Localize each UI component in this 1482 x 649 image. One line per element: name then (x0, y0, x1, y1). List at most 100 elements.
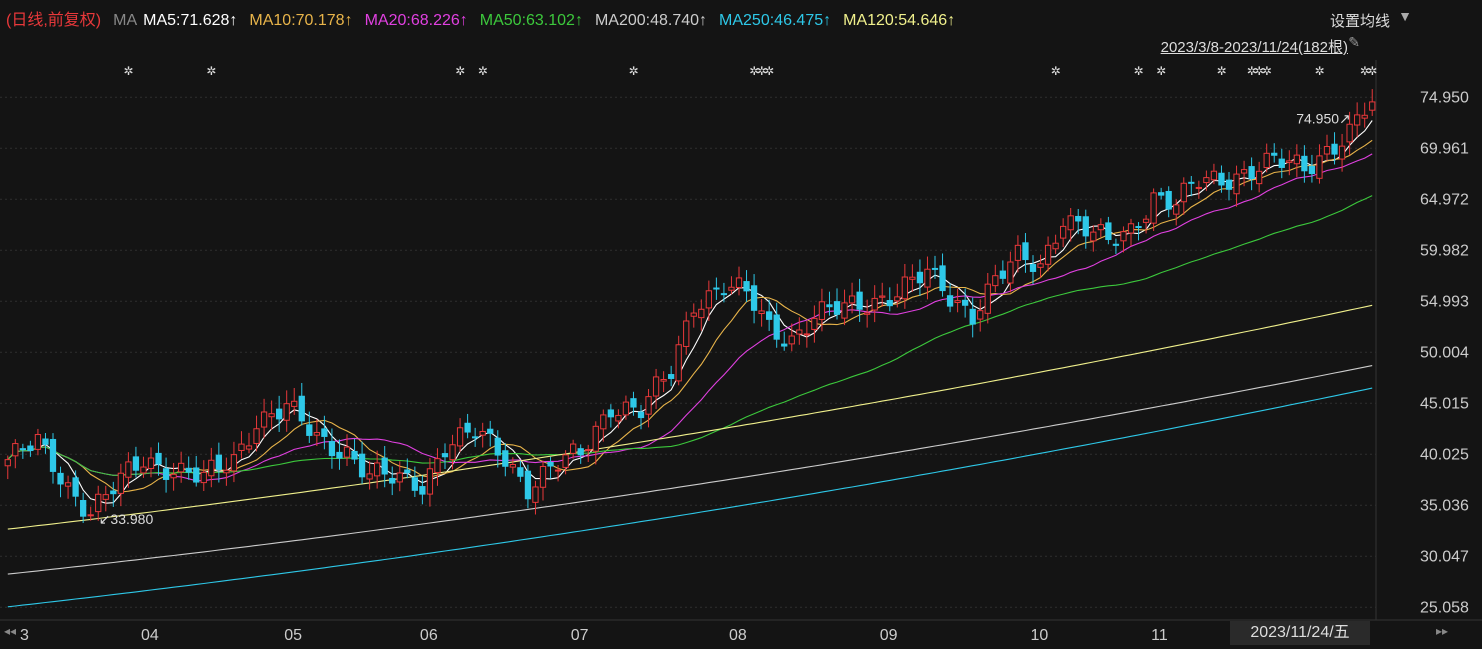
candle-body (230, 454, 238, 472)
y-tick-label: 54.993 (1420, 293, 1469, 310)
candle-body (1150, 192, 1157, 224)
candle-body (1029, 264, 1037, 272)
candle-body (268, 413, 275, 418)
y-tick-label: 64.972 (1420, 191, 1469, 208)
candle-body (803, 333, 810, 336)
candle-body (946, 295, 954, 307)
candle-body (826, 304, 833, 308)
candle-body (645, 396, 652, 415)
event-marker-icon: ✲ (757, 64, 767, 78)
event-marker-icon: ✲ (1314, 64, 1324, 78)
candle-body (358, 453, 366, 478)
candle-body (637, 411, 645, 419)
chevron-down-icon[interactable]: ▼ (1398, 8, 1412, 24)
candle-body (1195, 186, 1202, 189)
candle-body (939, 265, 946, 292)
candle-body (321, 428, 328, 437)
candle-body (57, 472, 64, 485)
candle-body (509, 463, 516, 468)
candle-body (720, 293, 728, 296)
candle-body (1263, 152, 1270, 169)
candle-body (276, 408, 283, 420)
candle-body (758, 310, 765, 314)
candle-body (238, 443, 245, 451)
candle-body (879, 295, 886, 298)
candle-body (570, 443, 577, 454)
candle-body (49, 438, 57, 472)
candle-body (871, 297, 878, 311)
candle-body (562, 454, 569, 468)
candle-body (117, 472, 124, 494)
candle-body (464, 422, 471, 433)
candle-body (818, 301, 826, 320)
candle-body (253, 428, 260, 444)
candle-body (1022, 242, 1029, 261)
candle-body (1173, 204, 1180, 215)
candle-body (208, 459, 215, 477)
candle-body (909, 276, 916, 280)
ma250-line (7, 387, 1373, 608)
y-tick-label: 69.961 (1420, 140, 1469, 157)
candle-body (630, 398, 637, 408)
date-range-label[interactable]: 2023/3/8-2023/11/24(182根) (1160, 39, 1348, 56)
candle-body (713, 287, 720, 290)
x-tick-label: 11 (1151, 627, 1168, 644)
candle-body (12, 443, 19, 457)
event-marker-icon: ✲ (123, 64, 133, 78)
candle-body (1354, 114, 1361, 126)
candle-body (1142, 218, 1150, 223)
candle-body (1180, 182, 1187, 203)
candle-body (132, 456, 140, 471)
ma-settings-button[interactable]: 设置均线 (1329, 13, 1390, 30)
candle-body (622, 401, 630, 416)
candle-body (1278, 158, 1285, 168)
candle-body (1256, 170, 1263, 185)
candle-body (999, 270, 1006, 279)
candle-body (472, 436, 479, 439)
scroll-left-icon[interactable]: ◂◂ (4, 624, 17, 638)
candle-body (80, 500, 87, 517)
candle-body (223, 469, 230, 474)
ma50-indicator: MA50:63.102↑ (479, 12, 583, 29)
candle-body (404, 469, 411, 474)
candle-body (886, 300, 893, 307)
candle-body (441, 453, 449, 458)
candle-body (396, 472, 403, 483)
event-marker-icon: ✲ (1134, 64, 1144, 78)
candle-body (42, 438, 49, 445)
candle-body (1369, 101, 1376, 111)
candle-body (1210, 170, 1218, 181)
candle-body (1248, 166, 1255, 180)
pin-icon[interactable]: ✎ (1348, 34, 1360, 50)
ma5-line (7, 120, 1373, 504)
candle-body (102, 494, 109, 500)
candle-body (992, 275, 999, 287)
candle-body (283, 403, 290, 421)
candle-body (147, 457, 155, 469)
candle-body (87, 514, 94, 517)
x-tick-label: 05 (284, 627, 302, 644)
scroll-right-icon[interactable]: ▸▸ (1436, 624, 1449, 638)
candle-body (1225, 179, 1233, 190)
candle-body (1286, 160, 1293, 163)
candle-body (479, 430, 486, 436)
candle-body (984, 283, 991, 314)
candle-body (924, 268, 931, 288)
event-marker-icon: ✲ (1216, 64, 1226, 78)
candle-body (110, 490, 117, 495)
candle-body (72, 477, 79, 497)
candle-body (1014, 244, 1022, 261)
candle-body (34, 434, 42, 450)
candle-body (864, 312, 871, 315)
candle-body (894, 296, 901, 302)
candle-body (1127, 223, 1135, 234)
candle-body (419, 486, 426, 495)
candle-body (607, 409, 614, 418)
event-marker-icon: ✲ (1247, 64, 1257, 78)
candle-body (155, 452, 162, 465)
candle-body (554, 469, 562, 472)
candle-body (539, 465, 547, 488)
candle-body (1090, 231, 1097, 242)
candle-body (1346, 123, 1353, 143)
